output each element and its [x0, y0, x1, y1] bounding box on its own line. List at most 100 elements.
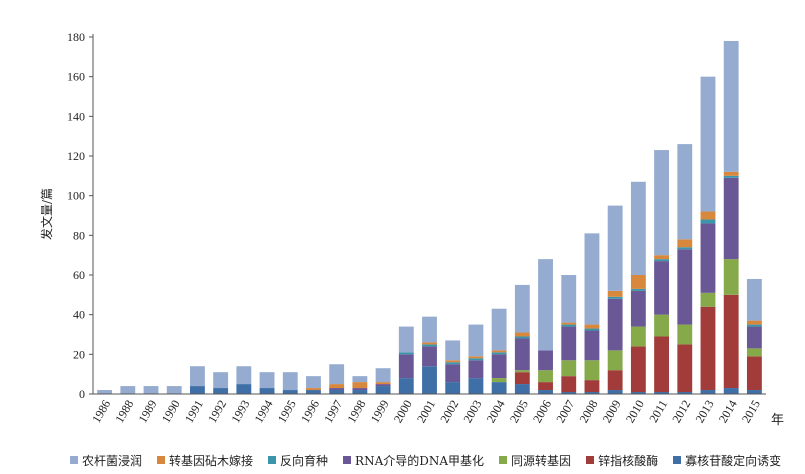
- y-tick-label: 120: [67, 149, 85, 163]
- bar-segment: [329, 364, 345, 385]
- x-tick-label: 2004: [484, 398, 508, 426]
- bar-segment: [723, 388, 739, 394]
- bar-segment: [607, 350, 623, 371]
- bar-segment: [491, 382, 507, 394]
- bar-segment: [259, 372, 275, 389]
- bar-segment: [445, 364, 461, 383]
- y-tick-label: 180: [67, 30, 85, 44]
- legend-label: 转基因砧木嫁接: [169, 453, 254, 468]
- bar-segment: [654, 150, 669, 256]
- bar-segment: [143, 386, 159, 394]
- bar-segment: [723, 177, 739, 260]
- legend-label: 锌指核酸酶: [598, 453, 659, 468]
- x-tick-label: 2010: [623, 398, 647, 426]
- bar-segment: [746, 278, 762, 321]
- legend-label: 反向育种: [280, 453, 329, 468]
- bar-segment: [538, 390, 553, 394]
- x-tick-label: 1986: [89, 398, 113, 426]
- bar-segment: [607, 290, 623, 297]
- bar-segment: [607, 390, 623, 394]
- x-tick-label: 2008: [576, 398, 600, 426]
- y-tick-label: 100: [67, 189, 85, 203]
- bar-segment: [561, 360, 577, 377]
- bar-segment: [236, 366, 252, 385]
- bar-segment: [561, 376, 577, 393]
- x-tick-label: 1995: [275, 398, 299, 426]
- bar-segment: [746, 356, 762, 391]
- bar-segment: [677, 239, 693, 248]
- legend-label: RNA介导的DNA甲基化: [355, 453, 485, 468]
- bar-segment: [282, 390, 298, 394]
- bar-segment: [282, 372, 298, 391]
- bar-segment: [352, 388, 368, 391]
- bar-segment: [538, 350, 553, 371]
- legend-item: 转基因砧木嫁接: [157, 452, 253, 469]
- legend: 农杆菌浸润 转基因砧木嫁接 反向育种 RNA介导的DNA甲基化 同源转基因 锌指核酸酶 寡核…: [70, 449, 796, 471]
- bar-segment: [329, 388, 345, 391]
- bar-segment: [190, 386, 205, 394]
- bar-segment: [630, 288, 646, 291]
- y-tick-label: 40: [73, 308, 85, 322]
- bar-segment: [607, 296, 623, 299]
- bar-segment: [654, 336, 669, 393]
- legend-swatch: [157, 456, 166, 464]
- bar-segment: [654, 261, 669, 315]
- x-tick-label: 1998: [344, 398, 368, 426]
- bar-segment: [491, 378, 507, 383]
- bar-segment: [514, 338, 530, 371]
- bar-segment: [746, 324, 762, 327]
- x-tick-label: 2015: [739, 398, 763, 426]
- bar-segment: [422, 342, 437, 345]
- bar-segment: [630, 275, 646, 289]
- bar-segment: [445, 382, 461, 394]
- legend-item: 同源转基因: [499, 452, 571, 469]
- y-tick-label: 60: [73, 268, 85, 282]
- bar-segment: [677, 344, 693, 393]
- bar-segment: [700, 390, 716, 394]
- x-tick-label: 1997: [321, 398, 345, 426]
- bar-segment: [445, 360, 461, 363]
- x-tick-label: 1999: [368, 398, 392, 426]
- bar-segment: [514, 336, 530, 339]
- bar-segment: [514, 332, 530, 337]
- x-tick-label: 2009: [600, 398, 624, 426]
- bar-segment: [491, 350, 507, 353]
- bar-segment: [607, 298, 623, 351]
- bar-segment: [677, 144, 693, 240]
- bar-segment: [700, 292, 716, 307]
- bar-segment: [514, 384, 530, 394]
- legend-label: 同源转基因: [511, 453, 572, 468]
- legend-item: 锌指核酸酶: [586, 452, 658, 469]
- bar-segment: [723, 40, 739, 172]
- bar-segment: [677, 324, 693, 345]
- bar-segment: [422, 366, 437, 394]
- x-tick-label: 1991: [182, 398, 206, 426]
- x-tick-label: 2001: [414, 398, 438, 426]
- bar-segment: [700, 219, 716, 224]
- x-tick-label: 1994: [252, 398, 276, 426]
- bar-segment: [375, 382, 391, 385]
- bar-segment: [236, 384, 252, 394]
- legend-item: 反向育种: [268, 452, 328, 469]
- bar-segment: [561, 392, 577, 394]
- bar-segment: [97, 390, 113, 394]
- x-tick-label: 1992: [205, 398, 229, 426]
- bar-segment: [700, 76, 716, 212]
- bar-segment: [630, 346, 646, 393]
- legend-item: 寡核苷酸定向诱变: [673, 452, 781, 469]
- legend-item: RNA介导的DNA甲基化: [343, 452, 484, 469]
- x-tick-label: 1988: [112, 398, 136, 426]
- bar-segment: [561, 275, 577, 323]
- bar-segment: [630, 181, 646, 275]
- bar-segment: [190, 366, 205, 387]
- bar-segment: [306, 390, 321, 394]
- bar-segment: [561, 322, 577, 325]
- x-tick-label: 1993: [228, 398, 252, 426]
- legend-swatch: [499, 456, 508, 464]
- bar-segment: [398, 378, 414, 394]
- x-tick-label: 2013: [692, 398, 716, 426]
- x-tick-label: 1996: [298, 398, 322, 426]
- bar-segment: [468, 356, 484, 359]
